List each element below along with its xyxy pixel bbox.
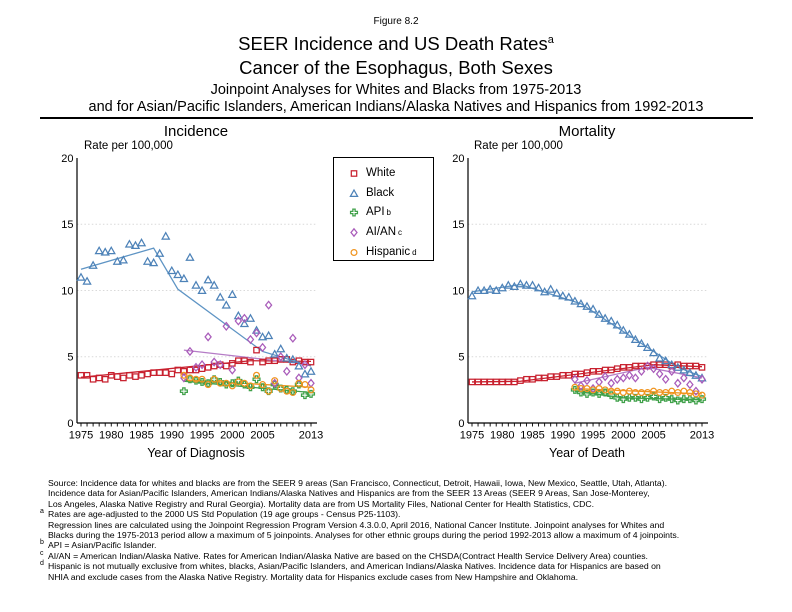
svg-text:20: 20 (452, 153, 464, 165)
aian-diamond-marker-icon (347, 225, 361, 239)
figure-subtitle-line1: Joinpoint Analyses for Whites and Blacks… (210, 82, 582, 98)
footnote-text: Rates are age-adjusted to the 2000 US St… (48, 509, 401, 520)
svg-text:1980: 1980 (99, 430, 123, 442)
trend-line-black-joinpoint (80, 247, 312, 367)
series-api (570, 385, 707, 405)
hispanic-circle-marker-icon (347, 245, 361, 259)
series-hispanic (180, 371, 315, 397)
incidence-x-axis-label: Year of Diagnosis (147, 446, 245, 460)
svg-text:15: 15 (452, 219, 464, 231)
svg-text:20: 20 (61, 153, 73, 165)
footnote-line: Source: Incidence data for whites and bl… (40, 478, 756, 488)
mortality-chart-title: Mortality (558, 123, 616, 140)
series-ai-an (180, 300, 315, 388)
mortality-chart: 0 5 10 15 20 1975 1980 1985 1990 1995 2000 2005 2013 (452, 153, 714, 442)
footnote-line: a Rates are age-adjusted to the 2000 US S… (40, 508, 756, 520)
legend-label-api: API (366, 206, 385, 219)
svg-text:10: 10 (61, 285, 73, 297)
footnote-line: b API = Asian/Pacific Islander. (40, 539, 756, 551)
footnote-ref-a: a (547, 33, 554, 46)
footnote-line: Incidence data for Asian/Pacific Islande… (40, 488, 756, 498)
series-hispanic (571, 383, 706, 399)
legend: White Black API b AI/AN c Hispanic d (333, 157, 434, 261)
footnotes-block: Source: Incidence data for whites and bl… (40, 478, 756, 582)
figure-subtitle-line2: and for Asian/Pacific Islanders, America… (88, 99, 704, 115)
svg-text:1975: 1975 (69, 430, 93, 442)
svg-text:10: 10 (452, 285, 464, 297)
footnote-text: API = Asian/Pacific Islander. (48, 540, 157, 551)
footnote-line: Regression lines are calculated using th… (40, 520, 756, 530)
figure-title-line1: SEER Incidence and US Death Ratesa (0, 33, 792, 55)
footnote-text: Incidence data for Asian/Pacific Islande… (48, 488, 650, 499)
svg-text:1995: 1995 (190, 430, 214, 442)
incidence-y-axis-label: Rate per 100,000 (84, 140, 173, 152)
figure-number: Figure 8.2 (373, 16, 419, 27)
series-ai-an (571, 361, 706, 396)
footnote-marker: a (40, 508, 44, 516)
footnote-marker: c (40, 549, 44, 557)
legend-sup-aian: c (398, 227, 403, 237)
legend-label-aian: AI/AN (366, 226, 397, 239)
legend-label-white: White (366, 166, 396, 179)
trend-line-white-joinpoint (471, 364, 703, 383)
legend-item-white: White (347, 163, 433, 183)
footnote-text: Regression lines are calculated using th… (48, 519, 665, 530)
footnote-text: Blacks during the 1975-2013 period allow… (48, 530, 680, 541)
footnote-line: Blacks during the 1975-2013 period allow… (40, 530, 756, 540)
svg-text:0: 0 (67, 418, 73, 430)
svg-text:1975: 1975 (460, 430, 484, 442)
figure-title-text: SEER Incidence and US Death Rates (238, 33, 548, 54)
trend-line-black-joinpoint (471, 283, 703, 378)
legend-item-aian: AI/AN c (347, 222, 433, 242)
footnote-marker: b (40, 539, 44, 547)
black-triangle-marker-icon (347, 186, 361, 200)
mortality-x-axis-label: Year of Death (549, 446, 625, 460)
white-square-marker-icon (347, 166, 361, 180)
svg-text:2013: 2013 (690, 430, 714, 442)
title-divider-rule (40, 117, 753, 119)
footnote-line: c AI/AN = American Indian/Alaska Native. … (40, 549, 756, 561)
series-black (467, 279, 707, 382)
api-plus-marker-icon (347, 205, 361, 219)
svg-text:1985: 1985 (520, 430, 544, 442)
series-black (76, 231, 316, 378)
svg-text:2005: 2005 (641, 430, 665, 442)
legend-sup-api: b (386, 207, 391, 217)
footnote-line: NHIA and exclude cases from the Alaska N… (40, 572, 756, 582)
incidence-chart: 0 5 10 15 20 1975 1980 1985 1990 1995 2000 2005 2013 (61, 153, 323, 442)
svg-text:1990: 1990 (160, 430, 184, 442)
footnote-line: Los Angeles, Alaska Native Registry and … (40, 499, 756, 509)
legend-label-black: Black (366, 186, 395, 199)
legend-label-hispanic: Hispanic (366, 246, 411, 259)
footnote-text: Hispanic is not mutually exclusive from … (48, 561, 661, 572)
legend-item-black: Black (347, 183, 433, 203)
footnote-text: Los Angeles, Alaska Native Registry and … (48, 498, 595, 509)
svg-text:2000: 2000 (220, 430, 244, 442)
footnote-text: NHIA and exclude cases from the Alaska N… (48, 571, 578, 582)
footnote-marker: d (40, 560, 44, 568)
svg-text:1990: 1990 (551, 430, 575, 442)
svg-text:1985: 1985 (129, 430, 153, 442)
legend-item-hispanic: Hispanic d (347, 242, 433, 262)
svg-text:5: 5 (67, 352, 73, 364)
svg-text:5: 5 (458, 352, 464, 364)
svg-text:2005: 2005 (250, 430, 274, 442)
figure-title-line2: Cancer of the Esophagus, Both Sexes (239, 57, 553, 78)
legend-sup-hispanic: d (412, 247, 417, 257)
svg-text:0: 0 (458, 418, 464, 430)
svg-text:1995: 1995 (581, 430, 605, 442)
svg-text:15: 15 (61, 219, 73, 231)
footnote-text: Source: Incidence data for whites and bl… (48, 478, 668, 488)
footnote-line: d Hispanic is not mutually exclusive from… (40, 560, 756, 572)
legend-item-api: API b (347, 203, 433, 223)
footnote-text: AI/AN = American Indian/Alaska Native. R… (48, 550, 648, 561)
mortality-y-axis-label: Rate per 100,000 (474, 140, 563, 152)
svg-text:2013: 2013 (299, 430, 323, 442)
incidence-chart-title: Incidence (163, 123, 229, 140)
svg-text:2000: 2000 (611, 430, 635, 442)
svg-text:1980: 1980 (490, 430, 514, 442)
